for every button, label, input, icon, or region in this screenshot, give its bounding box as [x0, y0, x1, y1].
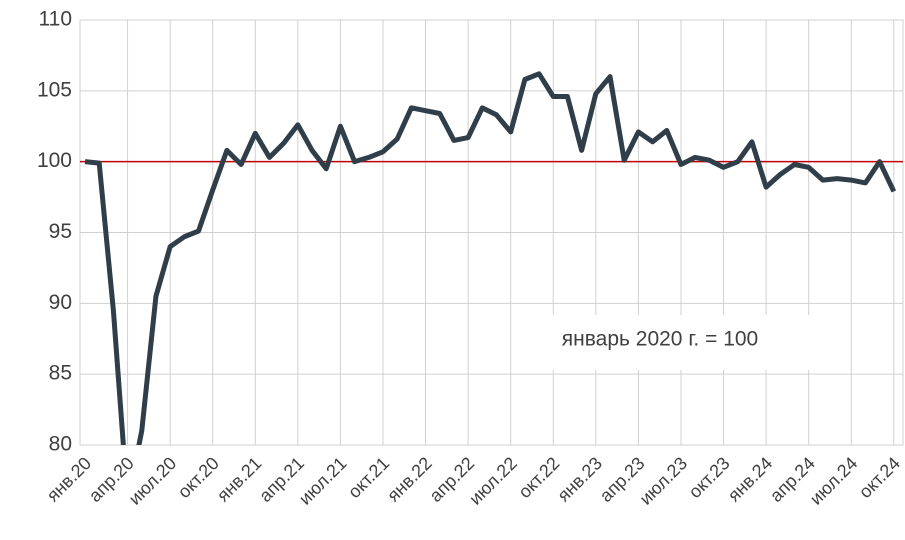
y-tick-label: 105 [37, 78, 72, 101]
x-tick-label: июл.21 [295, 453, 351, 509]
annotation-box [515, 315, 835, 370]
x-tick-label: янв.21 [213, 453, 266, 506]
x-tick-label: июл.20 [125, 453, 181, 509]
line-series [84, 71, 897, 445]
annotation: январь 2020 г. = 100 [562, 328, 758, 351]
x-tick-label: июл.24 [806, 453, 862, 509]
y-tick-label: 100 [37, 149, 72, 172]
x-tick-label: янв.23 [553, 453, 606, 506]
x-tick-label: июл.22 [465, 453, 521, 509]
y-tick-label: 80 [49, 433, 72, 456]
x-tick-label: окт.24 [855, 453, 904, 502]
y-tick-label: 95 [49, 220, 72, 243]
y-tick-label: 85 [49, 362, 72, 385]
y-tick-label: 90 [49, 291, 72, 314]
x-tick-label: янв.20 [43, 453, 96, 506]
plot-clip [84, 71, 897, 445]
x-tick-label: июл.23 [636, 453, 692, 509]
x-tick-label: янв.22 [383, 453, 436, 506]
y-tick-label: 110 [39, 8, 72, 31]
x-tick-label: янв.24 [724, 453, 777, 506]
